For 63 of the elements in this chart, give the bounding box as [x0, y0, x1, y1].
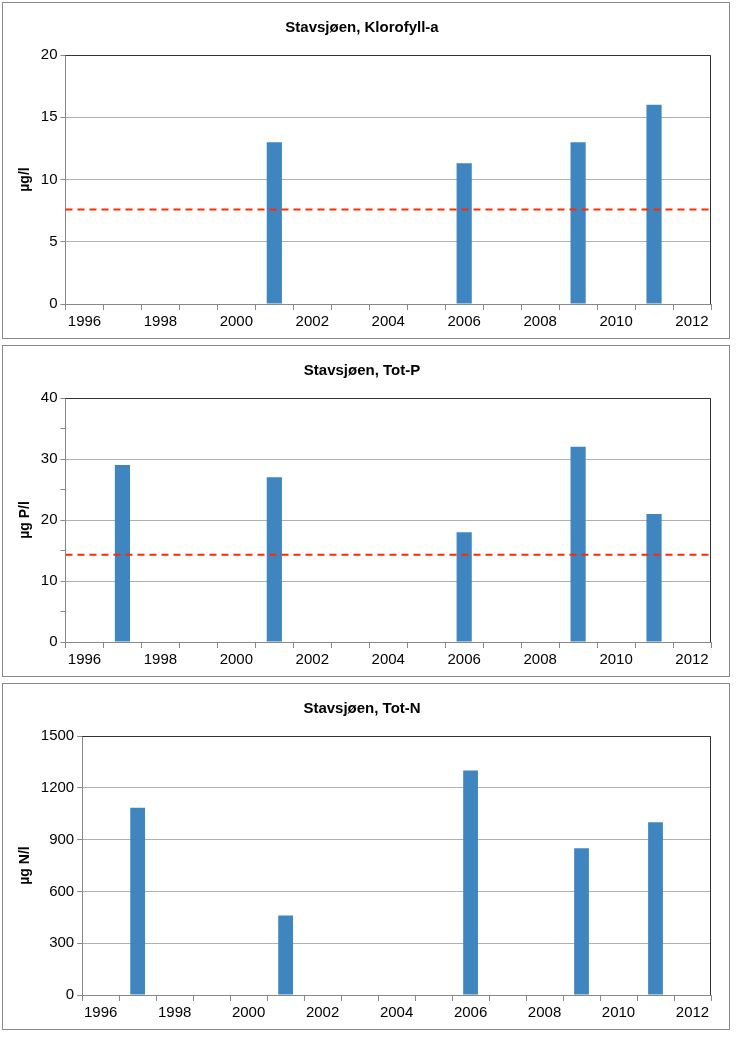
- bar: [646, 513, 662, 642]
- x-tick-label: 2004: [371, 312, 405, 330]
- x-tick-label: 2000: [231, 1003, 266, 1021]
- y-tick-label: 1200: [40, 777, 75, 795]
- bar: [266, 477, 282, 642]
- chart-title: Stavsjøen, Tot-P: [303, 361, 421, 379]
- x-tick-label: 1998: [143, 312, 178, 330]
- bar: [570, 142, 586, 304]
- x-tick-label: 2000: [219, 312, 254, 330]
- y-tick-label: 10: [40, 571, 58, 589]
- bar: [646, 104, 662, 304]
- y-tick-label: 600: [49, 881, 75, 899]
- bar: [130, 807, 146, 995]
- y-tick-label: 0: [49, 632, 58, 650]
- x-tick-label: 2006: [447, 312, 481, 330]
- y-tick-label: 30: [40, 449, 58, 467]
- bar: [278, 915, 294, 995]
- x-tick-label: 1996: [83, 1003, 118, 1021]
- x-tick-label: 2010: [601, 1003, 636, 1021]
- bar: [456, 532, 472, 642]
- x-tick-label: 1996: [67, 312, 102, 330]
- chart-title: Stavsjøen, Tot-N: [303, 699, 421, 717]
- x-tick-label: 2002: [305, 1003, 340, 1021]
- bar: [574, 848, 589, 995]
- x-tick-label: 2002: [295, 650, 329, 668]
- x-tick-label: 1998: [143, 650, 178, 668]
- x-tick-label: 2012: [675, 1003, 710, 1021]
- y-tick-label: 900: [49, 829, 75, 847]
- x-tick-label: 2008: [527, 1003, 562, 1021]
- bar: [570, 446, 586, 642]
- x-tick-label: 2002: [295, 312, 329, 330]
- y-axis-title: µg P/l: [16, 501, 33, 539]
- x-tick-label: 1998: [157, 1003, 192, 1021]
- x-tick-label: 2010: [599, 650, 633, 668]
- chart-title: Stavsjøen, Klorofyll-a: [285, 18, 440, 36]
- y-tick-label: 0: [65, 985, 75, 1003]
- bar: [463, 770, 478, 995]
- x-tick-label: 2012: [675, 650, 709, 668]
- y-tick-label: 20: [40, 45, 58, 63]
- y-tick-label: 1500: [40, 726, 75, 744]
- x-tick-label: 2008: [523, 650, 557, 668]
- x-tick-label: 2010: [599, 312, 633, 330]
- y-tick-label: 15: [40, 107, 58, 125]
- x-tick-label: 2006: [447, 650, 481, 668]
- y-tick-label: 0: [49, 294, 58, 312]
- y-axis-title: µg/l: [16, 167, 33, 192]
- y-tick-label: 20: [40, 510, 58, 528]
- x-tick-label: 1996: [67, 650, 102, 668]
- x-tick-label: 2000: [219, 650, 254, 668]
- x-tick-label: 2004: [379, 1003, 414, 1021]
- x-tick-label: 2008: [523, 312, 557, 330]
- bar: [114, 465, 131, 642]
- bar: [456, 163, 472, 304]
- y-tick-label: 5: [49, 231, 58, 249]
- y-tick-label: 40: [40, 388, 58, 406]
- bar: [648, 822, 663, 995]
- y-tick-label: 300: [49, 933, 75, 951]
- y-tick-label: 10: [40, 169, 58, 187]
- x-tick-label: 2004: [371, 650, 405, 668]
- x-tick-label: 2006: [453, 1003, 488, 1021]
- bar: [266, 142, 282, 304]
- y-axis-title: µg N/l: [16, 846, 33, 885]
- x-tick-label: 2012: [675, 312, 709, 330]
